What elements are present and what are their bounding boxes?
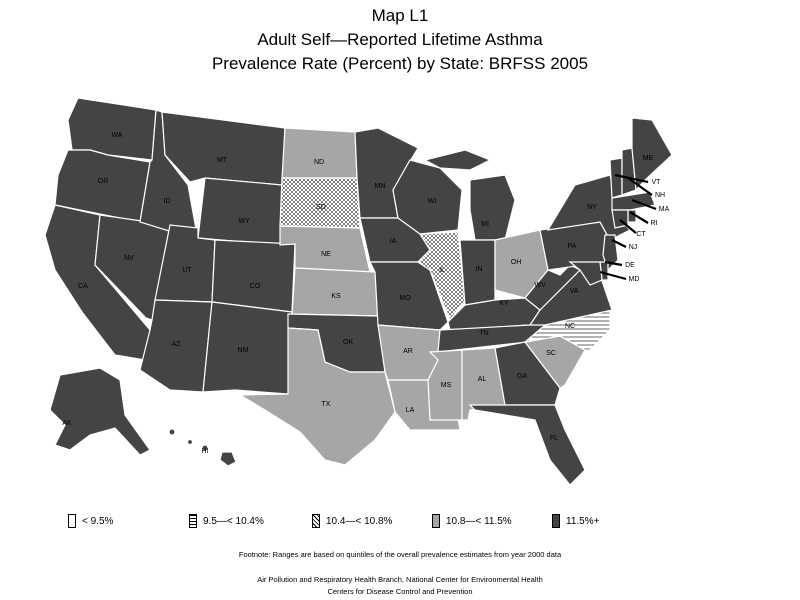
label-WA: WA [111, 132, 122, 139]
label-AR: AR [403, 348, 413, 355]
legend-swatch-q4 [432, 514, 440, 528]
state-MI [469, 174, 516, 241]
legend-label-q2: 9.5—< 10.4% [203, 515, 264, 527]
state-AK [49, 367, 151, 456]
label-NV: NV [124, 255, 134, 262]
label-ID: ID [164, 198, 171, 205]
credit-cdc: Centers for Disease Control and Preventi… [327, 587, 473, 596]
state-WY [197, 177, 283, 246]
label-CT: CT [636, 231, 646, 238]
state-KS [291, 267, 379, 317]
legend-label-q1: < 9.5% [82, 515, 114, 527]
label-CO: CO [250, 283, 261, 290]
legend-label-q3: 10.4—< 10.8% [326, 515, 393, 527]
label-OR: OR [98, 178, 109, 185]
legend-swatch-q2 [189, 514, 197, 528]
label-IA: IA [390, 238, 397, 245]
label-AZ: AZ [172, 341, 182, 348]
leader-lines [599, 173, 657, 281]
legend-swatch-q1 [68, 514, 76, 528]
label-ND: ND [314, 159, 324, 166]
state-IL [417, 231, 466, 322]
label-OH: OH [511, 259, 522, 266]
label-VT: VT [652, 179, 662, 186]
label-VA: VA [570, 288, 579, 295]
label-MA: MA [659, 206, 670, 213]
label-SC: SC [546, 350, 556, 357]
label-CA: CA [78, 283, 88, 290]
label-MD: MD [629, 276, 640, 283]
state-HI-3 [186, 438, 194, 446]
legend-item-q1: < 9.5% [68, 514, 113, 528]
label-NJ: NJ [629, 244, 638, 251]
state-HI-4 [201, 444, 209, 452]
label-IL: IL [439, 267, 445, 274]
state-VT [609, 157, 623, 199]
label-IN: IN [476, 266, 483, 273]
legend-item-q3: 10.4—< 10.8% [312, 514, 392, 528]
label-NH: NH [655, 192, 665, 199]
state-MD [568, 261, 603, 286]
label-MI: MI [481, 221, 489, 228]
label-WI: WI [428, 198, 437, 205]
legend-label-q4: 10.8—< 11.5% [446, 515, 512, 527]
label-MT: MT [217, 157, 228, 164]
label-TX: TX [322, 401, 331, 408]
state-TX [237, 327, 396, 466]
label-FL: FL [550, 435, 558, 442]
label-NC: NC [565, 323, 575, 330]
label-AL: AL [478, 376, 487, 383]
label-LA: LA [406, 407, 415, 414]
state-GA [494, 341, 561, 406]
state-ME [631, 117, 673, 192]
map-subtitle: Adult Self—Reported Lifetime Asthma [257, 30, 543, 49]
label-MS: MS [441, 382, 452, 389]
label-KS: KS [331, 293, 341, 300]
label-PA: PA [568, 243, 577, 250]
state-MT [161, 111, 286, 186]
label-SD: SD [316, 204, 326, 211]
label-ME: ME [643, 155, 654, 162]
state-MI-up [423, 149, 492, 171]
state-FL [468, 404, 586, 486]
state-HI [219, 451, 237, 467]
state-CO [211, 239, 296, 313]
label-HI: HI [202, 448, 209, 455]
legend-label-q5: 11.5%+ [566, 515, 600, 527]
legend-swatch-q3 [312, 514, 320, 528]
state-NM [202, 301, 293, 395]
legend-item-q4: 10.8—< 11.5% [432, 514, 512, 528]
state-SD [279, 177, 361, 229]
credit-branch: Air Pollution and Respiratory Health Bra… [257, 575, 543, 584]
legend: < 9.5% 9.5—< 10.4% 10.4—< 10.8% 10.8—< 1… [0, 510, 800, 534]
state-ND [281, 127, 358, 179]
label-MN: MN [375, 183, 386, 190]
label-NY: NY [587, 204, 597, 211]
map-subtitle-2: Prevalence Rate (Percent) by State: BRFS… [211, 54, 589, 73]
label-NE: NE [321, 251, 331, 258]
label-WV: WV [534, 282, 546, 289]
label-TN: TN [479, 330, 488, 337]
legend-item-q5: 11.5%+ [552, 514, 599, 528]
label-UT: UT [182, 267, 192, 274]
legend-item-q2: 9.5—< 10.4% [189, 514, 264, 528]
legend-swatch-q5 [552, 514, 560, 528]
state-HI-2 [168, 428, 176, 436]
footnote: Footnote: Ranges are based on quintiles … [238, 550, 562, 559]
label-NM: NM [238, 347, 249, 354]
state-WI [392, 159, 463, 235]
label-WY: WY [238, 218, 250, 225]
label-KY: KY [499, 300, 509, 307]
label-MO: MO [399, 295, 411, 302]
map-title: Map L1 [371, 6, 429, 25]
state-WV [524, 264, 582, 311]
label-AK: AK [62, 420, 72, 427]
label-DE: DE [625, 262, 635, 269]
label-GA: GA [517, 373, 527, 380]
label-RI: RI [651, 220, 658, 227]
label-OK: OK [343, 339, 353, 346]
